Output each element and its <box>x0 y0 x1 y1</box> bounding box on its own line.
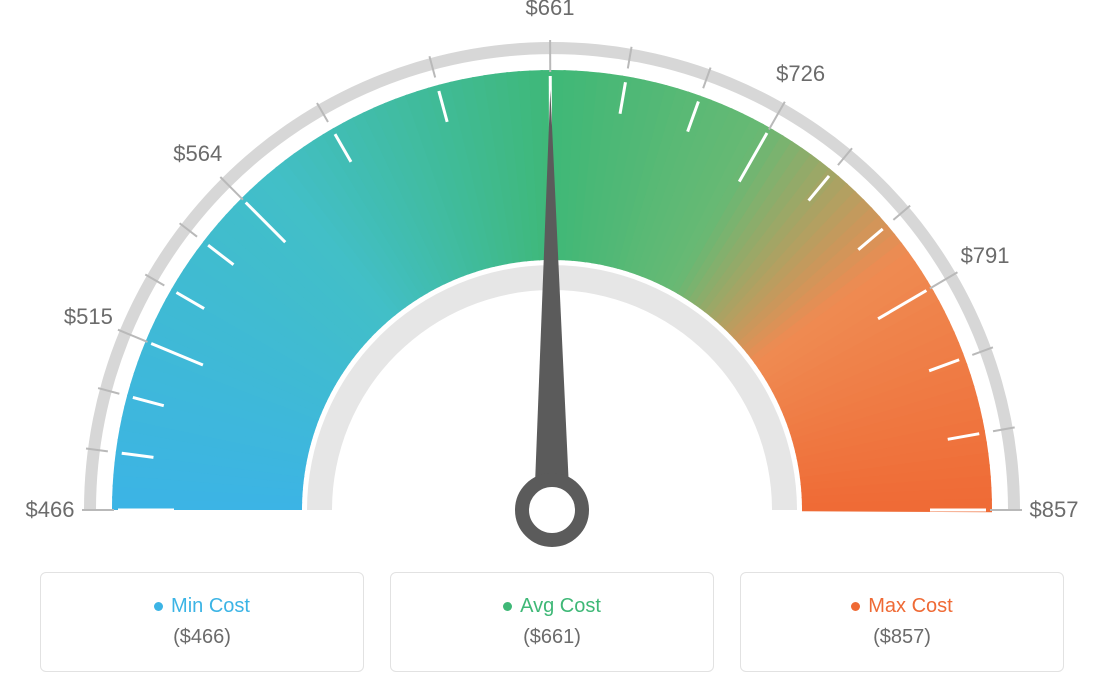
legend-title-avg: Avg Cost <box>503 595 601 618</box>
cost-gauge: $466 $515 $564 $661 $726 $791 $857 <box>0 0 1104 555</box>
legend-card-avg: Avg Cost ($661) <box>390 572 714 672</box>
gauge-tick-label: $726 <box>776 61 825 87</box>
gauge-svg <box>0 0 1104 555</box>
gauge-tick-label: $791 <box>961 243 1010 269</box>
legend-value-max: ($857) <box>873 626 931 649</box>
legend-dot-min <box>154 602 163 611</box>
legend-title-min: Min Cost <box>154 595 250 618</box>
legend-label-min: Min Cost <box>171 595 250 618</box>
legend-label-avg: Avg Cost <box>520 595 601 618</box>
legend-card-min: Min Cost ($466) <box>40 572 364 672</box>
legend-value-min: ($466) <box>173 626 231 649</box>
legend-card-max: Max Cost ($857) <box>740 572 1064 672</box>
gauge-tick-label: $857 <box>1030 497 1079 523</box>
legend-dot-max <box>851 602 860 611</box>
gauge-tick-label: $466 <box>26 497 75 523</box>
gauge-tick-label: $564 <box>173 141 222 167</box>
gauge-tick-label: $661 <box>525 0 574 21</box>
legend-label-max: Max Cost <box>868 595 952 618</box>
legend-title-max: Max Cost <box>851 595 952 618</box>
legend-dot-avg <box>503 602 512 611</box>
gauge-tick-label: $515 <box>64 304 113 330</box>
legend-value-avg: ($661) <box>523 626 581 649</box>
legend-row: Min Cost ($466) Avg Cost ($661) Max Cost… <box>0 572 1104 672</box>
